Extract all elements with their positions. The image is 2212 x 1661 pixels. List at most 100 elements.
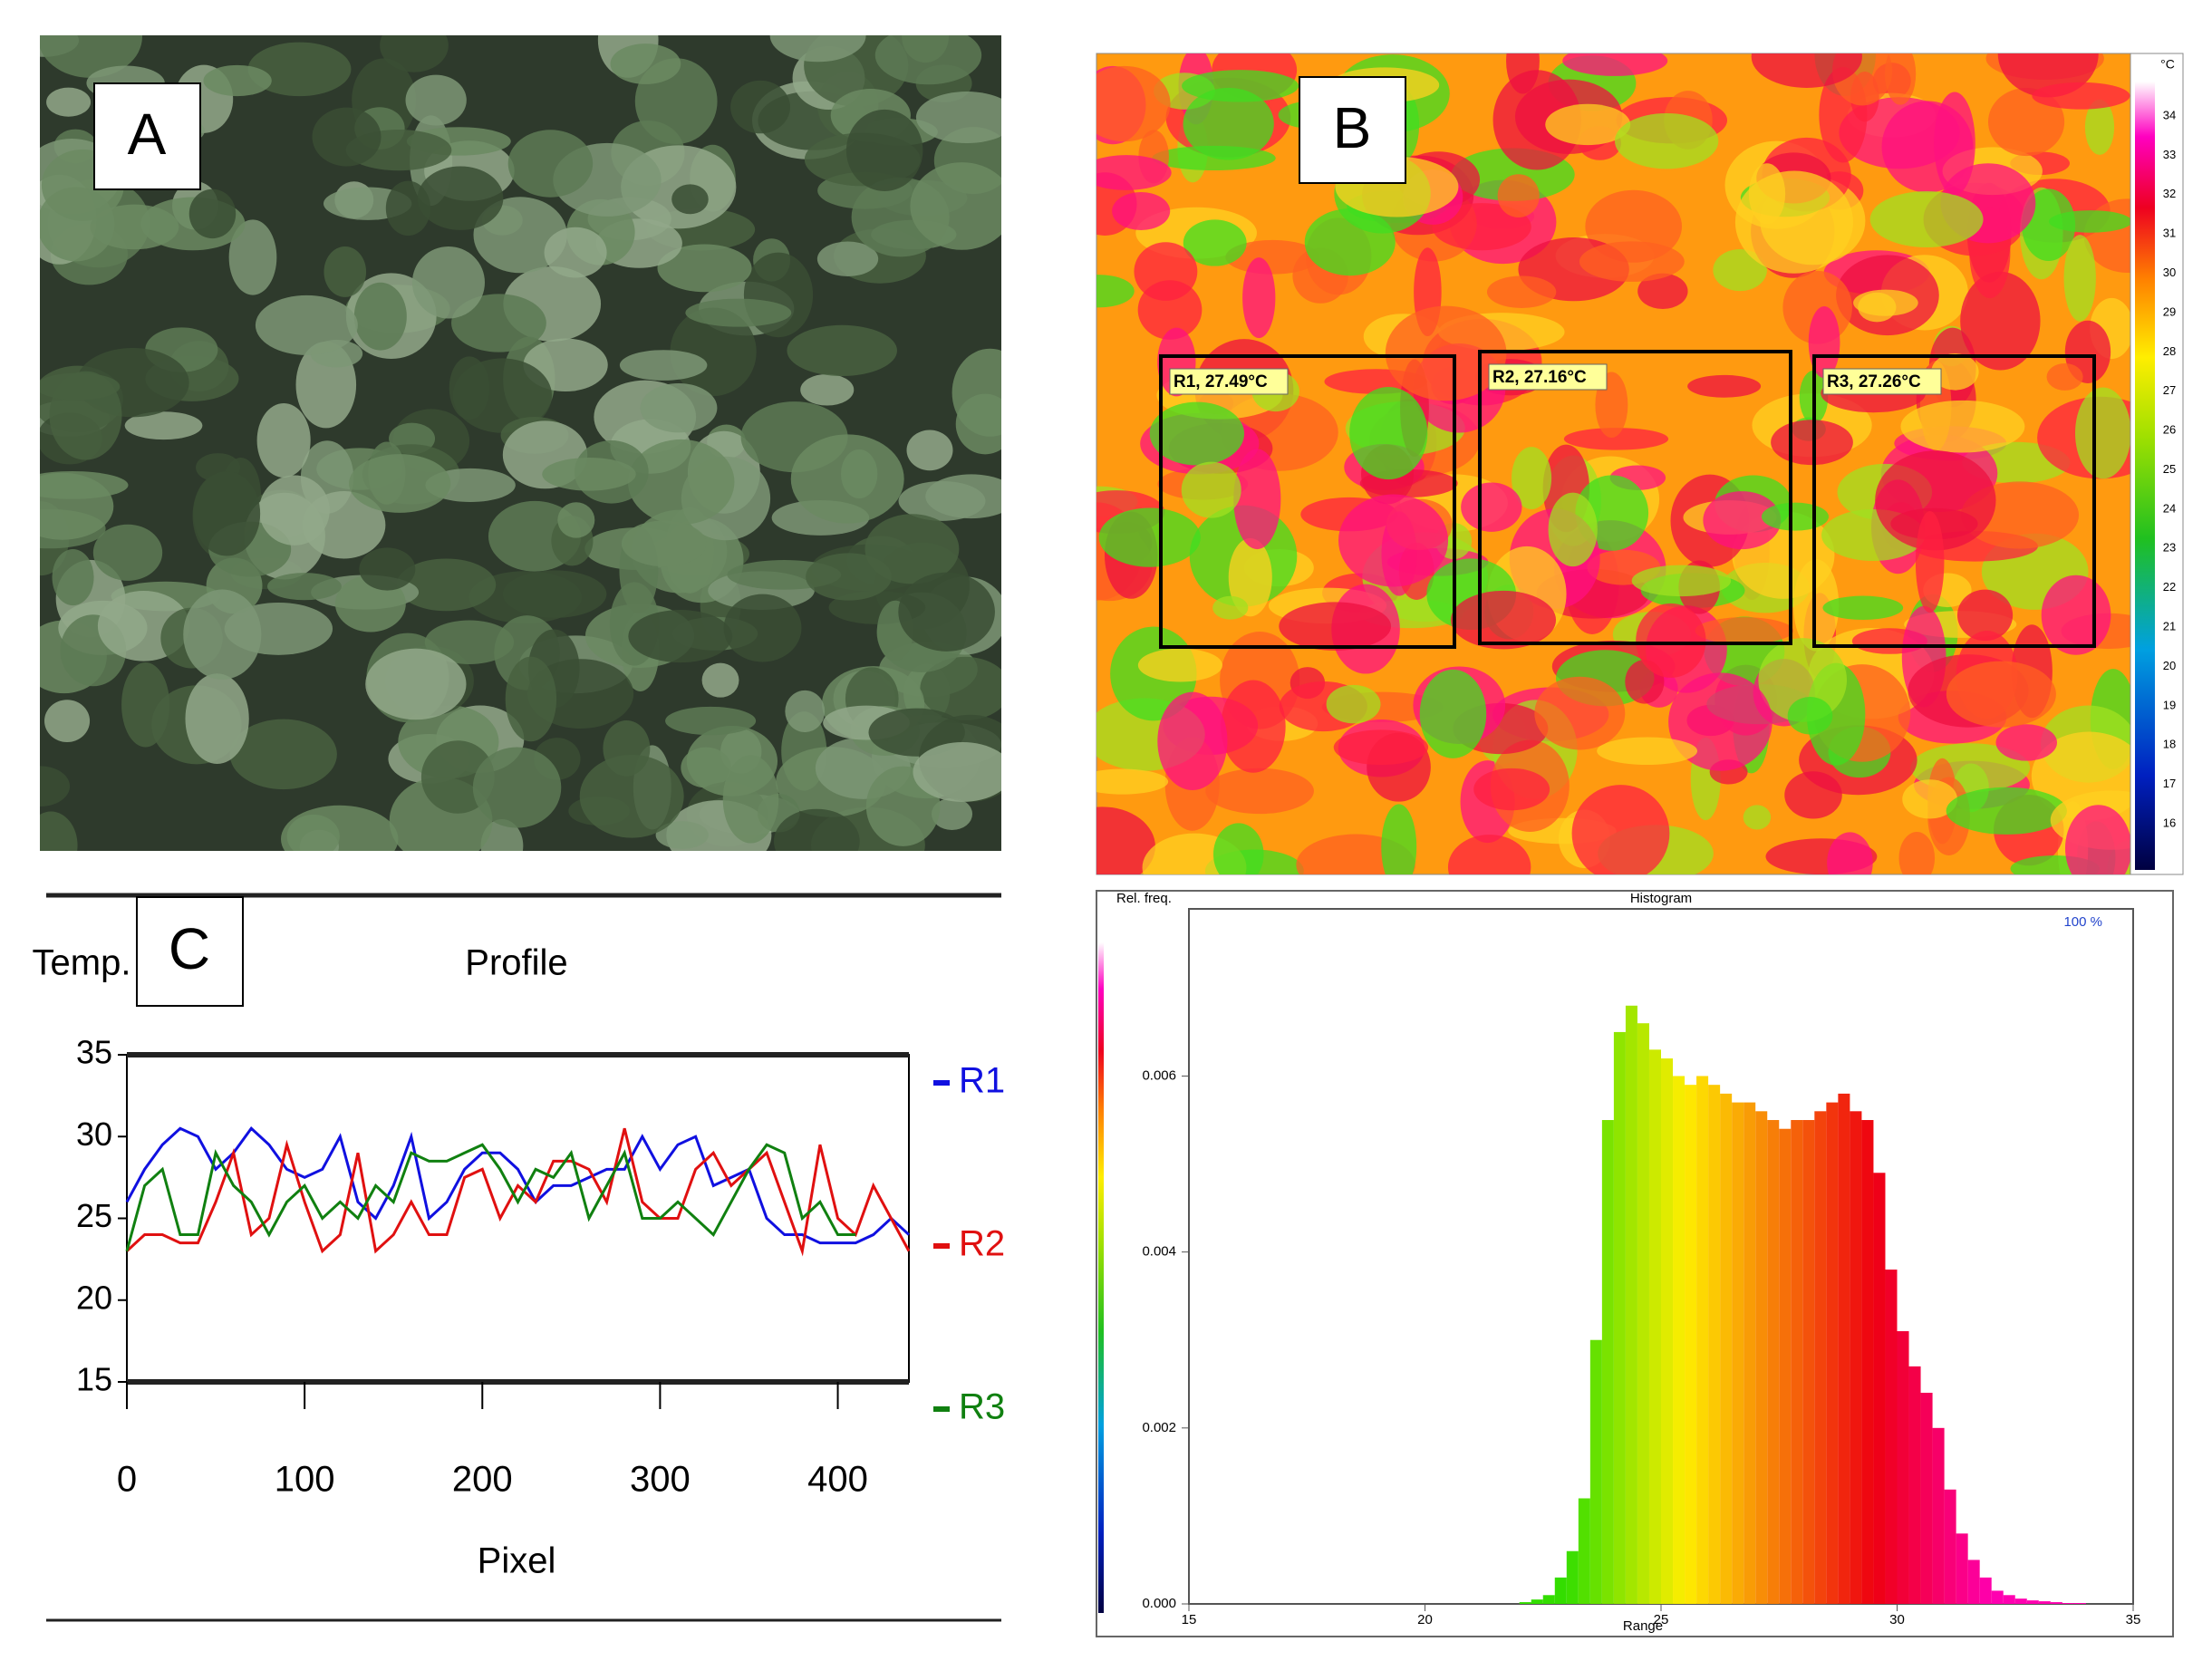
x-tick-label: 100: [275, 1460, 335, 1500]
histogram-bar: [1578, 1498, 1590, 1604]
leaf: [124, 411, 203, 440]
heat-blob: [1137, 648, 1223, 682]
histogram-bar: [1967, 1560, 1980, 1604]
heat-blob: [1181, 461, 1241, 518]
heat-blob: [2041, 575, 2111, 655]
y-tick-label: 0.000: [1142, 1596, 1176, 1611]
leaf: [507, 130, 594, 198]
histogram-bar: [1814, 1111, 1827, 1604]
heat-blob: [2048, 210, 2130, 233]
heat-blob: [1534, 676, 1626, 750]
heat-blob: [1333, 729, 1429, 766]
heat-blob: [1098, 507, 1201, 567]
heat-blob: [1960, 271, 2041, 371]
heat-blob: [2032, 82, 2130, 110]
roi-label-bg: [1488, 363, 1608, 391]
leaf: [417, 166, 504, 230]
x-tick-label: 15: [1182, 1612, 1197, 1627]
heat-blob: [1228, 537, 1272, 617]
histogram-bar: [1767, 1120, 1780, 1604]
histogram-bar: [1779, 1128, 1792, 1604]
roi-box: [1812, 354, 2096, 648]
legend-label: R1: [959, 1061, 1005, 1101]
heat-blob: [1512, 447, 1552, 510]
heat-blob: [1183, 87, 1274, 160]
heat-blob: [1827, 832, 1873, 874]
leaf: [229, 719, 337, 790]
heat-blob: [1385, 305, 1507, 401]
histogram-bar: [1589, 1339, 1602, 1604]
heat-blob: [1096, 768, 1169, 795]
colorbar-label: 29: [2163, 304, 2176, 318]
leaf: [40, 372, 121, 401]
heat-blob: [1743, 805, 1772, 830]
heat-blob: [1751, 53, 1862, 88]
leaf: [915, 92, 1001, 144]
heat-blob: [1900, 400, 2025, 453]
colorbar-unit: °C: [2160, 57, 2175, 72]
leaf: [40, 187, 115, 262]
leaf: [628, 610, 733, 663]
heat-blob: [1096, 65, 1171, 142]
histogram-bar: [2073, 1603, 2086, 1604]
colorbar-label: 16: [2163, 816, 2176, 829]
histogram-bar: [1519, 1602, 1531, 1604]
histogram-bar: [2003, 1595, 2015, 1604]
leaf: [773, 808, 860, 851]
heat-blob: [1548, 492, 1598, 567]
leaf: [472, 747, 562, 828]
legend-label: R2: [959, 1224, 1005, 1264]
heat-blob: [1157, 691, 1228, 791]
heat-blob: [1545, 103, 1631, 146]
histogram-bar: [1791, 1120, 1803, 1604]
leaf: [349, 454, 451, 513]
leaf: [286, 814, 340, 851]
colorbar-label: 21: [2163, 619, 2176, 633]
x-tick-label: 400: [807, 1460, 868, 1500]
y-axis-label: Temp.: [33, 943, 131, 983]
leaf: [544, 227, 607, 278]
leaf: [502, 570, 607, 618]
heat-blob: [1450, 590, 1557, 650]
leaf: [931, 797, 973, 830]
colorbar-label: 33: [2163, 148, 2176, 161]
leaf: [324, 246, 367, 297]
heat-blob: [1898, 832, 1936, 874]
colorbar: [2135, 82, 2155, 870]
leaf: [505, 656, 557, 742]
heat-blob: [1902, 779, 1957, 819]
heat-blob: [1793, 559, 1840, 652]
colorbar-label: 32: [2163, 187, 2176, 200]
heat-blob: [1563, 428, 1669, 450]
heat-blob: [1931, 353, 1979, 391]
heat-blob: [2075, 387, 2130, 479]
leaf: [701, 662, 739, 698]
x-tick-label: 0: [117, 1460, 137, 1500]
leaf: [411, 246, 485, 319]
histogram-bar: [1932, 1427, 1945, 1604]
heat-blob: [1212, 595, 1249, 620]
heat-blob: [1419, 669, 1487, 758]
colorbar-label: 19: [2163, 698, 2176, 711]
panel-label-box: [93, 82, 201, 190]
heat-blob: [1183, 219, 1247, 266]
leaf: [868, 708, 965, 757]
leaf: [183, 589, 262, 680]
y-tick-label: 15: [76, 1361, 112, 1398]
heat-blob: [1695, 617, 1793, 644]
leaf: [40, 471, 129, 499]
leaf: [266, 573, 342, 601]
heat-blob: [1492, 70, 1581, 170]
heat-blob: [1506, 53, 1540, 94]
leaf: [40, 811, 78, 851]
heat-blob: [1497, 174, 1540, 217]
histogram-bar: [1850, 1111, 1862, 1604]
heat-blob: [1758, 638, 1848, 722]
heat-blob: [2063, 235, 2096, 322]
leaf: [913, 742, 1001, 802]
colorbar-label: 27: [2163, 383, 2176, 397]
leaf: [473, 197, 567, 274]
leaf: [874, 35, 982, 85]
heat-blob: [1134, 242, 1198, 301]
heat-blob: [1096, 155, 1172, 190]
